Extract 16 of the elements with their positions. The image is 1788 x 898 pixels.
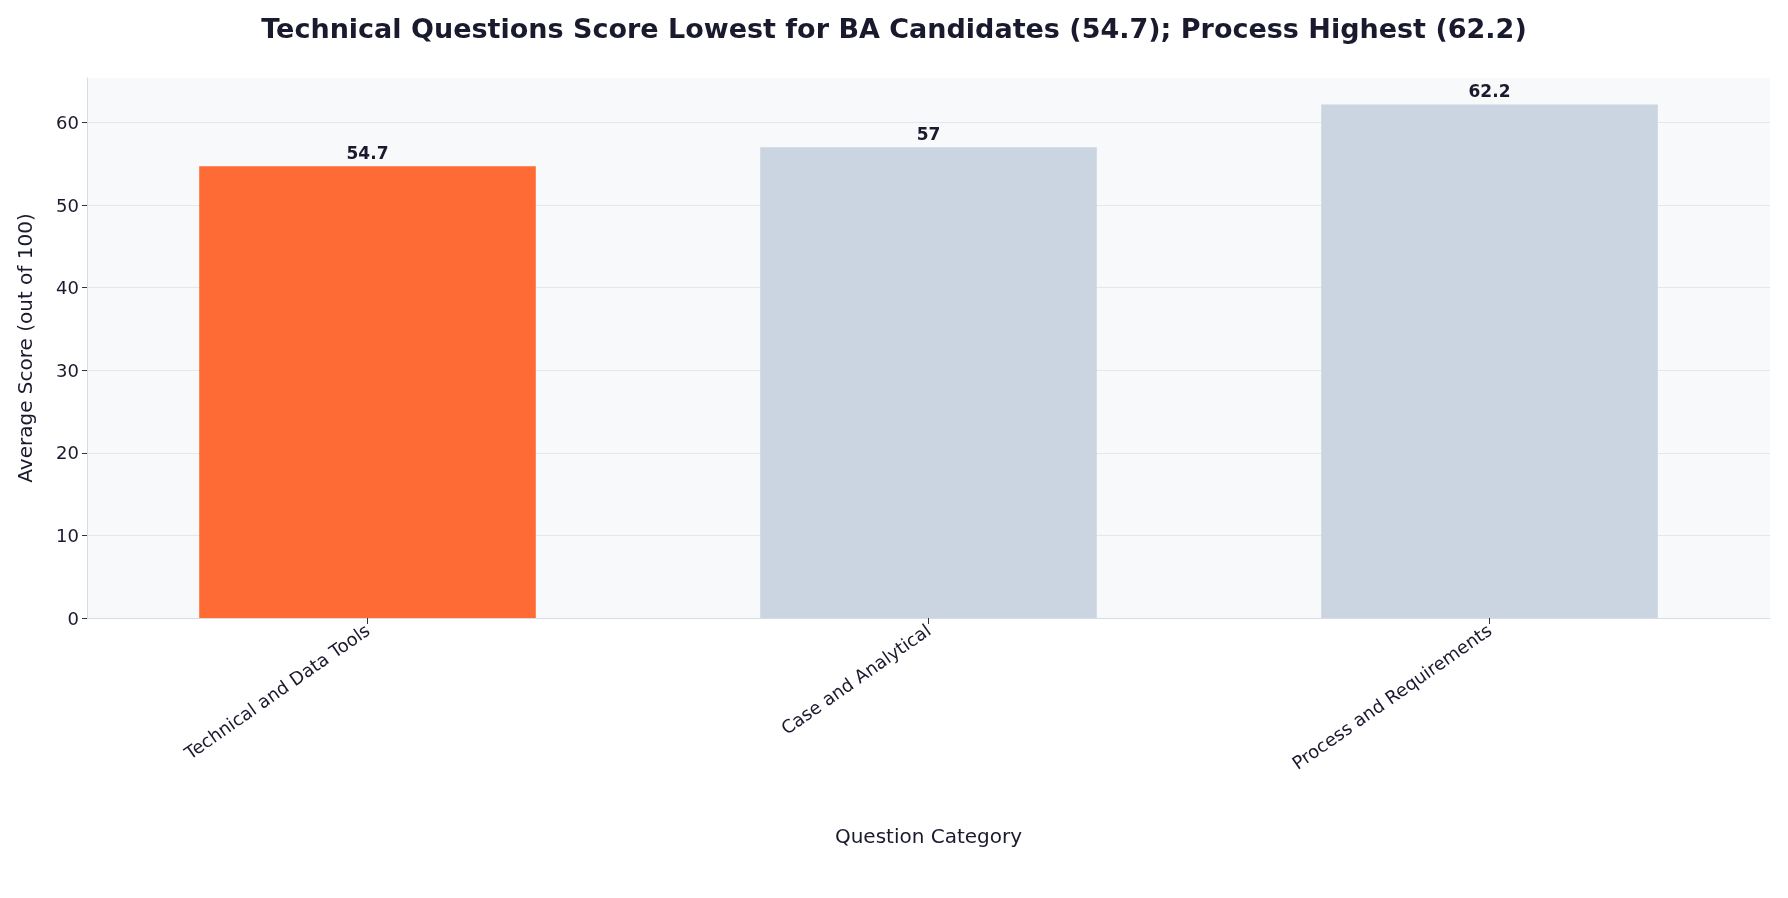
data-label: 54.7 bbox=[346, 142, 389, 163]
x-axis-title: Question Category bbox=[834, 824, 1023, 848]
y-tick-label: 50 bbox=[56, 194, 79, 216]
chart-title: Technical Questions Score Lowest for BA Candidates (54.7); Process Highest (62.2) bbox=[261, 13, 1527, 44]
data-label: 57 bbox=[916, 123, 941, 144]
bar bbox=[1321, 104, 1658, 618]
y-tick-label: 0 bbox=[67, 607, 79, 629]
y-tick-label: 40 bbox=[56, 277, 79, 299]
bar bbox=[199, 166, 536, 618]
bar bbox=[760, 147, 1097, 618]
y-tick-label: 20 bbox=[56, 442, 79, 464]
y-axis-title: Average Score (out of 100) bbox=[13, 213, 37, 483]
data-label: 62.2 bbox=[1468, 80, 1511, 101]
y-tick-label: 30 bbox=[56, 359, 79, 381]
y-tick-label: 60 bbox=[56, 112, 79, 134]
y-tick-label: 10 bbox=[56, 524, 79, 546]
